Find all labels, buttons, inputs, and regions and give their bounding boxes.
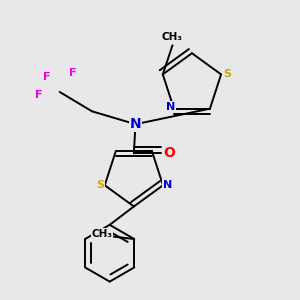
Text: F: F: [43, 72, 50, 82]
Text: F: F: [69, 68, 76, 78]
Text: N: N: [166, 102, 175, 112]
Text: CH₃: CH₃: [162, 32, 183, 42]
Text: N: N: [163, 180, 172, 190]
Text: O: O: [164, 146, 175, 160]
Text: N: N: [130, 117, 141, 131]
Text: F: F: [35, 90, 43, 100]
Text: S: S: [224, 69, 232, 80]
Text: CH₃: CH₃: [92, 229, 112, 239]
Text: S: S: [96, 180, 104, 190]
